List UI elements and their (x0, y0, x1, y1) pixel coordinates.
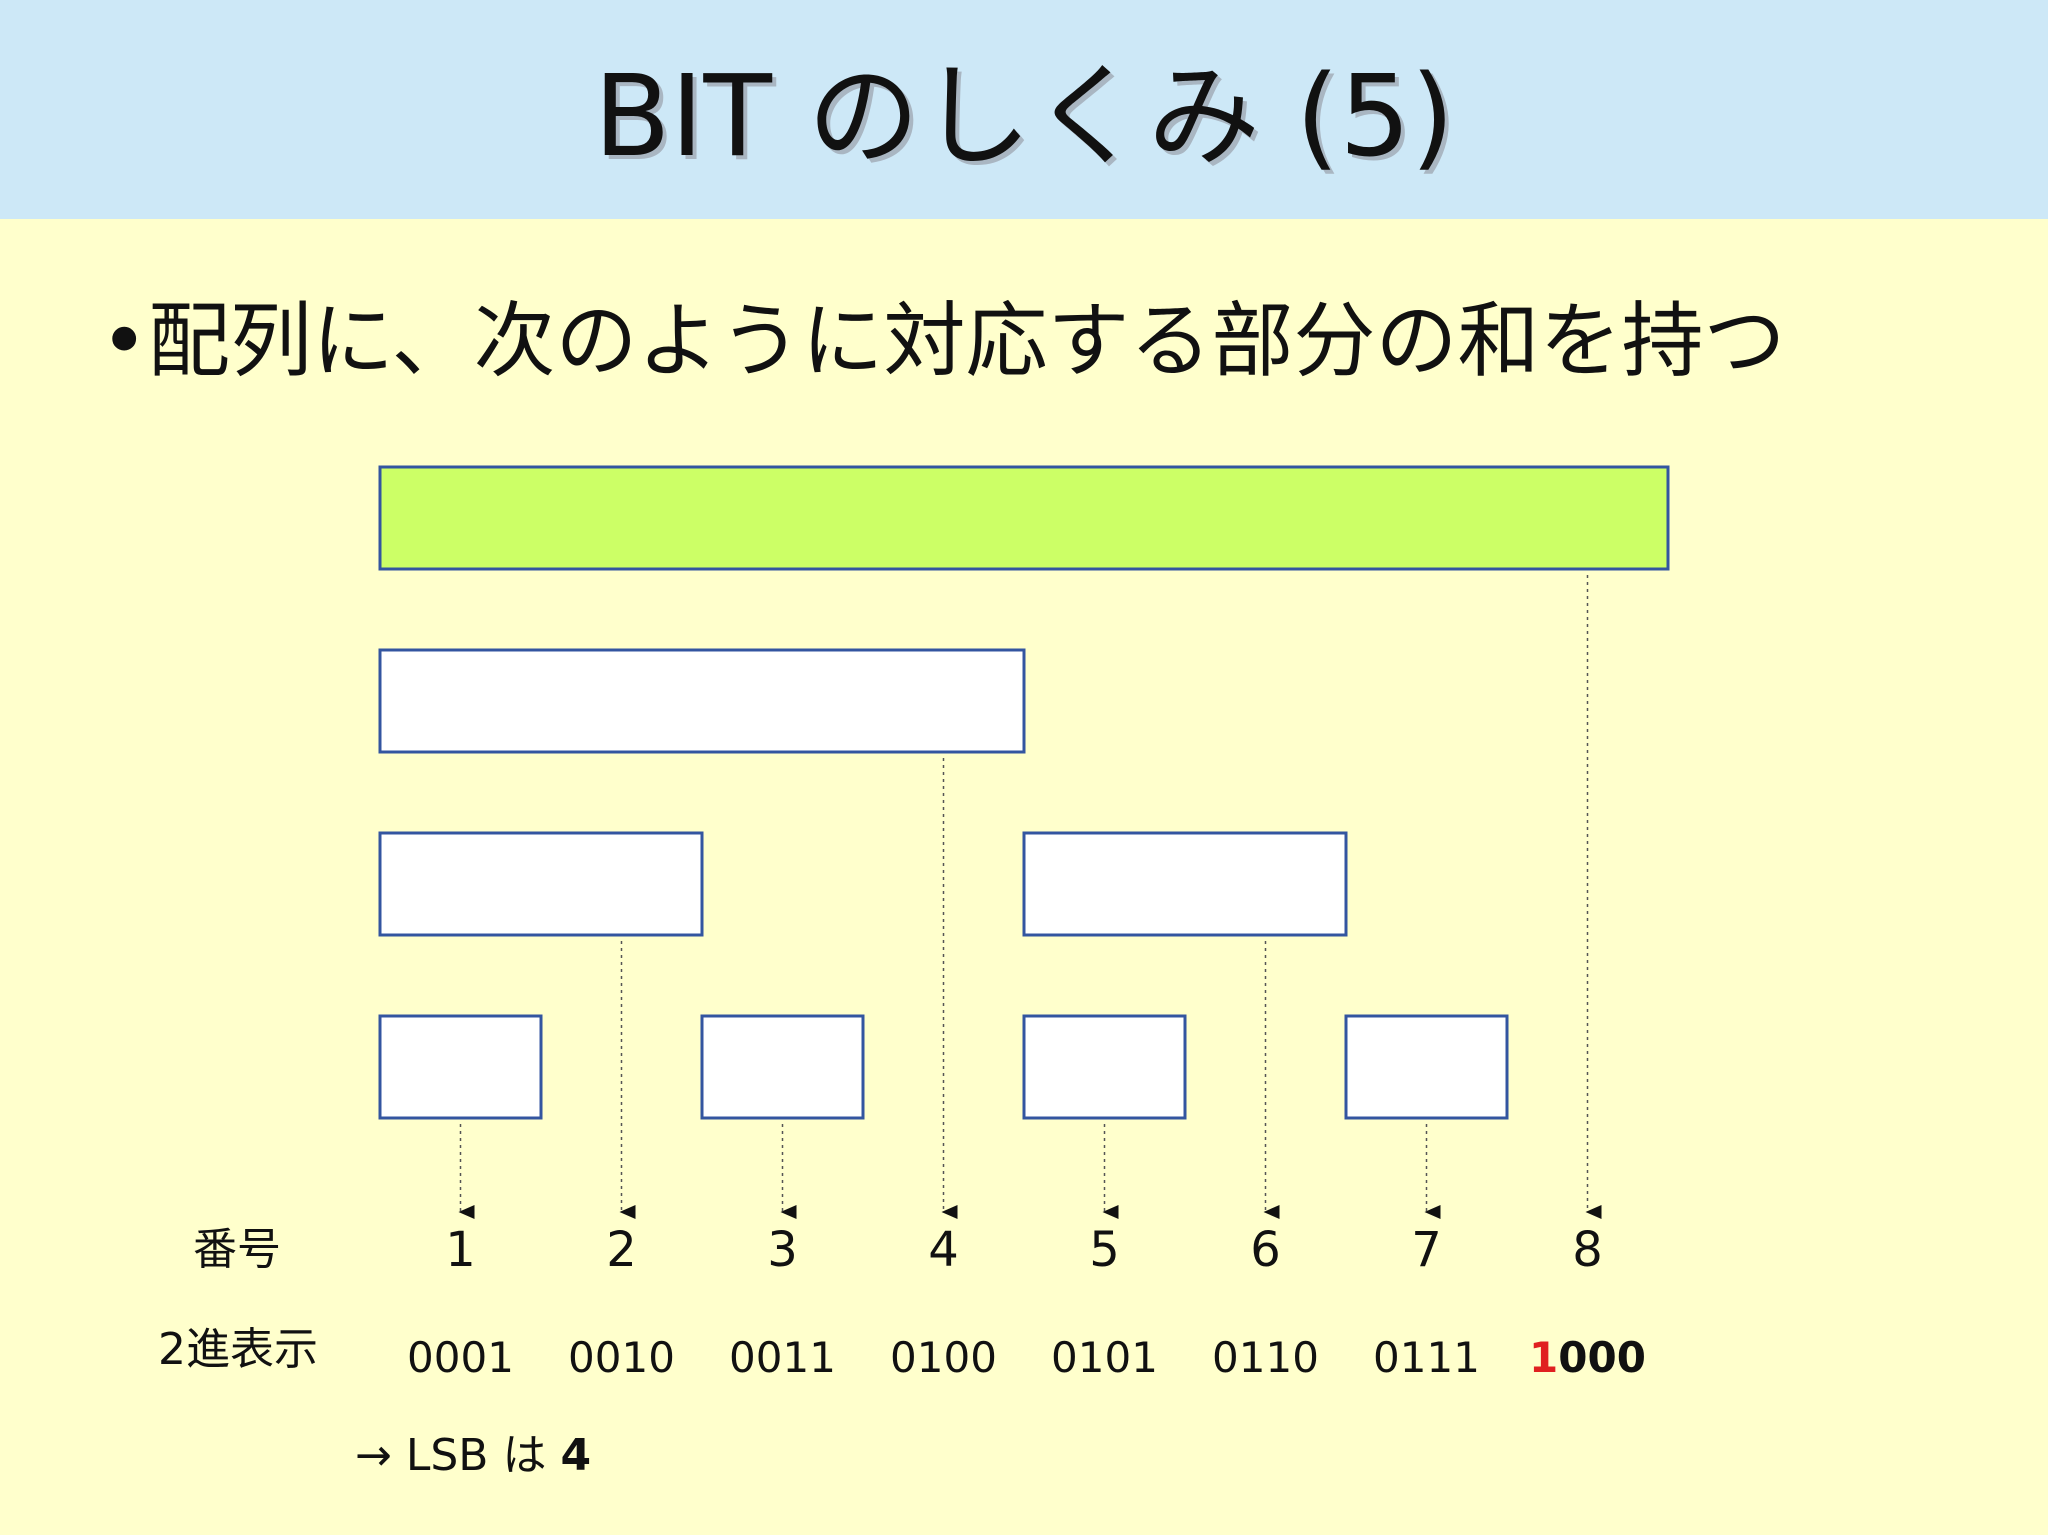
binary-value: 1000 (1518, 1330, 1658, 1386)
number-row-label: 番号 (193, 1224, 281, 1275)
index-number: 4 (928, 1222, 959, 1278)
binary-value: 0010 (568, 1333, 675, 1382)
range-boxes (378, 465, 1670, 1120)
binary-value: 0011 (729, 1333, 836, 1382)
title-bar (0, 0, 2048, 219)
binary-value: 0110 (1212, 1333, 1319, 1382)
binary-value: 0100 (890, 1333, 997, 1382)
lsb-note: → LSB は 4 (355, 1428, 591, 1484)
lsb-note-prefix: → LSB は (355, 1430, 561, 1481)
binary-row-label: 2進表示 (158, 1324, 318, 1375)
range-box-3-3 (700, 1014, 865, 1120)
range-box-5-6 (1022, 831, 1348, 937)
range-box-1-4 (378, 648, 1026, 754)
bullet-item: •配列に、次のように対応する部分の和を持つ (100, 292, 1786, 392)
index-number: 2 (606, 1222, 637, 1278)
slide-title: BIT のしくみ (5) (593, 52, 1455, 182)
index-number: 1 (445, 1222, 476, 1278)
binary-value: 0101 (1051, 1333, 1158, 1382)
range-box-7-7 (1344, 1014, 1509, 1120)
range-box-1-2 (378, 831, 704, 937)
range-box-5-5 (1022, 1014, 1187, 1120)
bullet-marker: • (100, 294, 149, 389)
index-number: 8 (1572, 1222, 1603, 1278)
index-number: 7 (1411, 1222, 1442, 1278)
bullet-text: 配列に、次のように対応する部分の和を持つ (148, 294, 1786, 389)
binary-value: 0001 (407, 1333, 514, 1382)
index-links (458, 575, 1602, 1219)
index-number: 6 (1250, 1222, 1281, 1278)
index-number: 5 (1089, 1222, 1120, 1278)
binary-highlight-digit: 1 (1529, 1333, 1559, 1382)
lsb-note-value: 4 (560, 1430, 592, 1481)
binary-rest-digits: 000 (1558, 1333, 1646, 1382)
range-box-1-8 (378, 465, 1670, 571)
binary-value: 0111 (1373, 1333, 1480, 1382)
index-number: 3 (767, 1222, 798, 1278)
range-box-1-1 (378, 1014, 543, 1120)
